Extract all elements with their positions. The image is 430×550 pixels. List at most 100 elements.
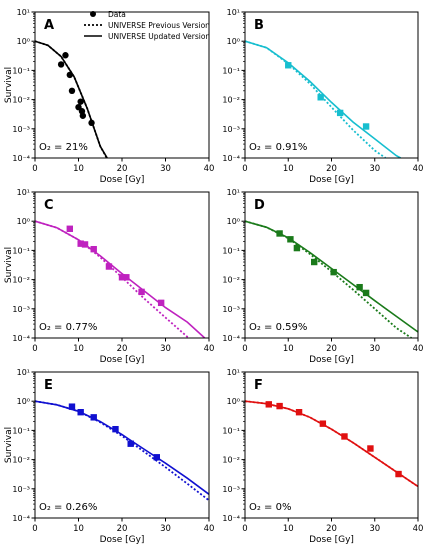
y-tick-label: 10¹ xyxy=(227,188,240,197)
data-point xyxy=(138,288,145,296)
plot-frame xyxy=(244,371,419,519)
x-tick-label: 10 xyxy=(73,164,84,174)
data-point xyxy=(90,245,97,253)
x-axis-label: Dose [Gy] xyxy=(100,355,145,365)
previous-version-curve xyxy=(35,40,108,158)
x-tick-label: 10 xyxy=(283,524,294,534)
previous-version-curve xyxy=(245,400,418,488)
y-tick-label: 10⁰ xyxy=(227,37,240,46)
data-point xyxy=(153,454,160,461)
x-tick-label: 0 xyxy=(242,344,247,354)
y-tick-label: 10¹ xyxy=(17,188,30,197)
data-point xyxy=(265,401,272,408)
y-tick-label: 10⁰ xyxy=(227,217,240,226)
oxygen-annotation: O₂ = 0.59% xyxy=(249,322,307,333)
y-tick-label: 10⁻⁴ xyxy=(222,514,240,523)
y-tick-label: 10⁻³ xyxy=(222,125,240,134)
y-tick-label: 10¹ xyxy=(227,8,240,17)
x-axis-label: Dose [Gy] xyxy=(309,355,354,365)
updated-version-curve xyxy=(245,400,418,488)
panel-letter: D xyxy=(254,198,265,213)
x-tick-label: 20 xyxy=(326,344,337,354)
x-tick-label: 30 xyxy=(369,524,380,534)
data-point xyxy=(341,433,348,440)
y-tick-label: 10⁻¹ xyxy=(12,426,30,435)
y-tick-label: 10⁻² xyxy=(222,456,240,465)
data-point xyxy=(66,71,74,79)
updated-version-curve xyxy=(245,40,402,158)
x-tick-label: 40 xyxy=(413,524,424,534)
data-point xyxy=(157,299,165,307)
y-tick-label: 10¹ xyxy=(17,368,30,377)
panel-letter: B xyxy=(254,18,264,33)
y-axis-label: Survival xyxy=(4,67,14,103)
data-point xyxy=(311,258,318,266)
y-tick-label: 10⁻³ xyxy=(12,305,30,314)
data-point xyxy=(285,62,292,69)
y-tick-label: 10⁻⁴ xyxy=(12,334,30,343)
x-tick-label: 40 xyxy=(413,164,424,174)
y-tick-label: 10⁰ xyxy=(17,37,30,46)
x-axis-label: Dose [Gy] xyxy=(309,175,354,185)
x-tick-label: 30 xyxy=(160,164,171,174)
y-tick-label: 10⁻¹ xyxy=(222,246,240,255)
data-point xyxy=(276,230,283,237)
data-point xyxy=(362,123,370,130)
updated-version-curve xyxy=(245,220,418,333)
oxygen-annotation: O₂ = 0.77% xyxy=(39,322,97,333)
y-tick-label: 10⁻⁴ xyxy=(12,514,30,523)
data-point xyxy=(118,274,126,281)
oxygen-annotation: O₂ = 0% xyxy=(249,502,291,513)
panel-b: 0 10 20 30 40 10⁻⁴ 10⁻³ 10⁻² 10⁻¹ 10⁰ 10¹ B O₂ = 0.9… xyxy=(222,8,423,185)
x-tick-label: 10 xyxy=(73,524,84,534)
data-point xyxy=(77,409,84,416)
y-tick-label: 10⁻⁴ xyxy=(222,154,240,163)
data-point xyxy=(362,289,370,297)
panel-letter: C xyxy=(44,198,54,213)
y-tick-label: 10⁻¹ xyxy=(222,66,240,75)
x-tick-label: 10 xyxy=(73,344,84,354)
x-tick-label: 40 xyxy=(204,524,215,534)
y-tick-label: 10⁻⁴ xyxy=(12,154,30,163)
plot-frame xyxy=(244,11,419,159)
legend-label: UNIVERSE Updated Version xyxy=(108,32,210,41)
panel-e: 0 10 20 30 40 10⁻⁴ 10⁻³ 10⁻² 10⁻¹ 10⁰ 10¹ E O₂ = 0.2… xyxy=(4,368,214,545)
data-point xyxy=(112,425,119,433)
data-point xyxy=(68,87,76,95)
data-point xyxy=(276,402,283,410)
data-point xyxy=(62,52,69,59)
y-tick-label: 10⁻¹ xyxy=(222,426,240,435)
x-tick-label: 0 xyxy=(242,524,247,534)
oxygen-annotation: O₂ = 0.26% xyxy=(39,502,97,513)
data-point xyxy=(295,409,303,416)
updated-version-curve xyxy=(35,400,209,495)
x-axis-label: Dose [Gy] xyxy=(100,535,145,545)
oxygen-annotation: O₂ = 21% xyxy=(39,142,88,153)
y-tick-label: 10⁰ xyxy=(17,217,30,226)
legend-marker xyxy=(90,11,96,17)
x-tick-label: 30 xyxy=(160,524,171,534)
updated-version-curve xyxy=(35,220,206,338)
y-tick-label: 10⁻³ xyxy=(12,485,30,494)
y-tick-label: 10⁻² xyxy=(222,276,240,285)
y-tick-label: 10¹ xyxy=(17,8,30,17)
data-point xyxy=(319,420,327,427)
data-point xyxy=(293,244,301,252)
data-point xyxy=(77,240,84,247)
data-point xyxy=(367,445,374,452)
y-tick-label: 10⁻³ xyxy=(222,485,240,494)
legend: Data UNIVERSE Previous Version UNIVERSE Up… xyxy=(84,10,210,41)
x-tick-label: 10 xyxy=(283,344,294,354)
x-tick-label: 40 xyxy=(204,344,215,354)
legend-label: UNIVERSE Previous Version xyxy=(108,21,210,30)
x-tick-label: 20 xyxy=(117,164,128,174)
x-tick-label: 40 xyxy=(204,164,215,174)
x-tick-label: 0 xyxy=(32,344,37,354)
y-tick-label: 10⁻² xyxy=(12,96,30,105)
x-tick-label: 20 xyxy=(117,524,128,534)
legend-label: Data xyxy=(108,10,126,19)
y-axis-label: Survival xyxy=(4,427,14,463)
x-tick-label: 20 xyxy=(117,344,128,354)
plot-frame xyxy=(34,191,210,339)
